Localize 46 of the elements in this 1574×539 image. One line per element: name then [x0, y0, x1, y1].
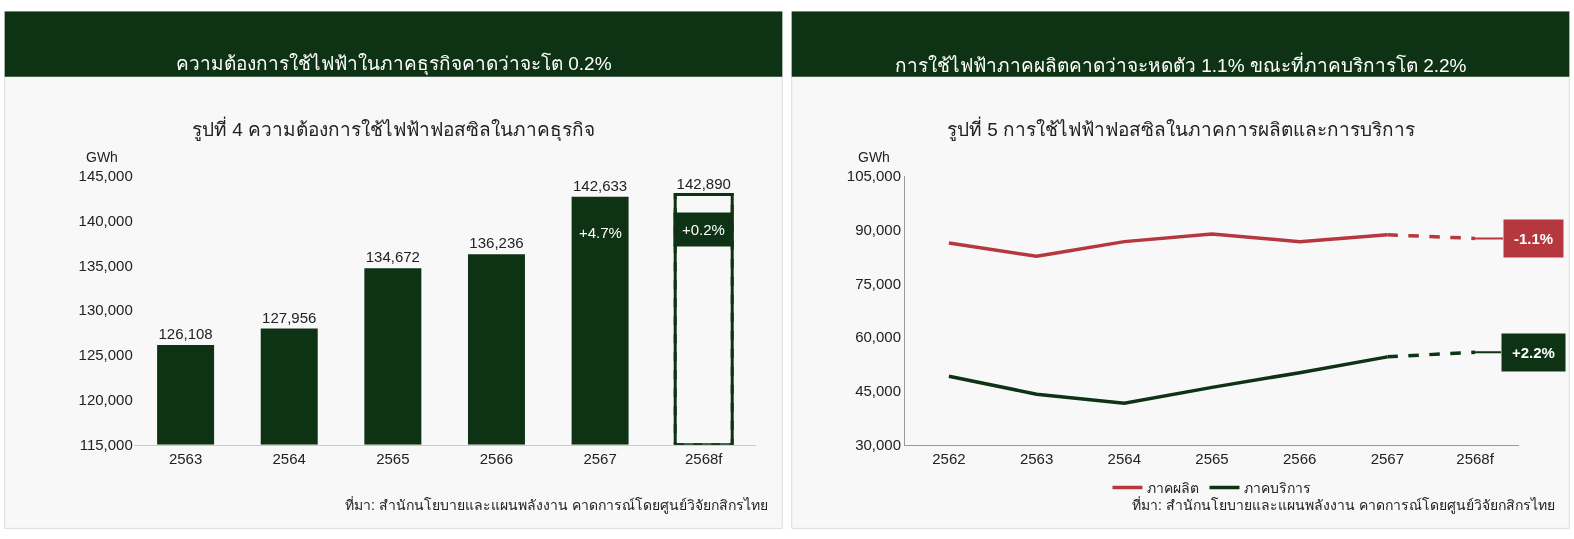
y-tick-label: 30,000: [855, 436, 902, 454]
data-label: 134,672: [365, 248, 420, 266]
data-label: 136,236: [469, 234, 524, 252]
data-label: 127,956: [262, 308, 317, 326]
annotation: +0.2%: [682, 221, 725, 238]
y-tick-label: 60,000: [855, 328, 902, 346]
x-tick-label: 2567: [1370, 449, 1405, 467]
x-tick-label: 2568f: [684, 449, 724, 467]
x-tick-label: 2563: [168, 449, 203, 467]
y-tick-label: 115,000: [79, 436, 133, 454]
data-label: 142,633: [572, 176, 628, 194]
x-tick-label: 2564: [272, 449, 306, 467]
x-tick-label: 2565: [1195, 449, 1229, 467]
x-tick-label: 2564: [1107, 449, 1141, 467]
y-tick-label: 135,000: [78, 256, 133, 274]
y-axis-title: GWh: [86, 149, 118, 165]
y-tick-label: 75,000: [855, 274, 902, 292]
y-tick-label: 45,000: [855, 382, 902, 400]
annotation: -1.1%: [1514, 230, 1554, 247]
x-tick-label: 2565: [376, 449, 410, 467]
y-axis-title: GWh: [858, 149, 890, 165]
chart-title: ความต้องการใช้ไฟฟ้าในภาคธุรกิจคาดว่าจะโต 0.2%: [176, 52, 612, 76]
legend-label: ภาคผลิต: [1147, 479, 1200, 496]
text: ที่มา: สำนักนโยบายและแผนพลังงาน คาดการณ์โดยศูนย์วิจัยกสิกรไทย: [345, 496, 768, 514]
chart-subtitle: รูปที่ 5 การใช้ไฟฟ้าฟอสซิลในภาคการผลิตและการบริการ: [947, 116, 1416, 141]
data-label: 126,108: [158, 325, 213, 343]
x-tick-label: 2562: [932, 449, 966, 467]
y-tick-label: 140,000: [78, 211, 133, 229]
annotation: +4.7%: [579, 224, 622, 241]
x-tick-label: 2566: [1282, 449, 1317, 467]
chart-title: การใช้ไฟฟ้าภาคผลิตคาดว่าจะหดตัว 1.1% ขณะที่ภาคบริการโต 2.2%: [895, 52, 1467, 76]
y-tick-label: 105,000: [846, 166, 902, 184]
y-tick-label: 90,000: [855, 220, 902, 238]
x-tick-label: 2566: [479, 449, 514, 467]
x-tick-label: 2567: [583, 449, 617, 467]
data-label: 142,890: [676, 174, 731, 192]
y-tick-label: 125,000: [78, 346, 133, 364]
text: ที่มา: สำนักนโยบายและแผนพลังงาน คาดการณ์โดยศูนย์วิจัยกสิกรไทย: [1132, 496, 1555, 514]
y-tick-label: 120,000: [78, 391, 133, 409]
y-tick-label: 130,000: [78, 301, 133, 319]
y-tick-label: 145,000: [78, 166, 133, 184]
legend-label: ภาคบริการ: [1244, 479, 1312, 496]
x-tick-label: 2563: [1019, 449, 1054, 467]
chart-subtitle: รูปที่ 4 ความต้องการใช้ไฟฟ้าฟอสซิลในภาคธุรกิจ: [192, 116, 596, 142]
x-tick-label: 2568f: [1456, 449, 1495, 467]
annotation: +2.2%: [1512, 344, 1555, 361]
